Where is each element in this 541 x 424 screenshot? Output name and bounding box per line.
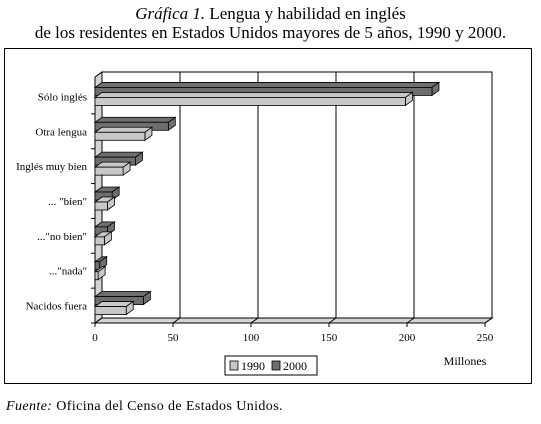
x-tick-label: 50 (168, 332, 180, 344)
legend: 1990 2000 (224, 355, 318, 376)
legend-swatch-1990 (229, 360, 239, 371)
category-label: ... "bien" (48, 196, 87, 208)
bar-1990 (93, 300, 135, 316)
bar-1990 (93, 91, 414, 107)
bar-2000 (93, 290, 152, 306)
bar-1990 (93, 196, 116, 211)
bar-top-face (93, 291, 152, 297)
legend-label-1990: 1990 (241, 359, 265, 373)
plot-floor (93, 317, 494, 324)
bar-1990 (93, 161, 132, 176)
floor-grid-diagonal (250, 317, 259, 324)
chart-title-block: Gráfica 1. Lengua y habilidad en inglés … (0, 4, 541, 42)
floor-grid-diagonal (406, 317, 415, 324)
bar-1990 (93, 126, 154, 142)
bar-2000 (93, 116, 177, 132)
legend-label-2000: 2000 (283, 359, 307, 373)
bar-top-face (93, 151, 144, 158)
chart-title-line1: Gráfica 1. Lengua y habilidad en inglés (0, 4, 541, 23)
x-axis-title: Millones (444, 354, 487, 368)
bar-1990 (93, 265, 107, 281)
chart-title-label: Gráfica 1. (135, 4, 206, 23)
bar-front-face (94, 201, 108, 211)
bar-front-face (94, 236, 105, 246)
plot-back-wall (101, 71, 493, 319)
bar-chart: 0 50 100 150 200 250 Sólo inglés Otra lengua Ing… (16, 71, 494, 376)
bar-front-face (94, 97, 406, 106)
chart-title-line2: de los residentes en Estados Unidos mayo… (34, 23, 507, 42)
x-tick-label: 150 (321, 332, 338, 344)
category-label: Sólo inglés (38, 91, 87, 103)
bar-top-face (93, 92, 414, 98)
x-tick-label: 250 (477, 332, 494, 344)
bar-front-face (94, 306, 127, 315)
floor-grid-diagonal (172, 317, 181, 324)
bar-top-face (93, 126, 154, 133)
legend-box (224, 355, 318, 376)
floor-grid-diagonal (328, 317, 337, 324)
bar-1990 (93, 231, 113, 246)
bar-top-face (93, 116, 177, 123)
bar-front-face (94, 271, 99, 281)
floor-grid-diagonal (94, 317, 103, 324)
x-tick-label: 100 (243, 332, 260, 344)
category-label: Inglés muy bien (16, 161, 87, 173)
x-tick-label: 200 (399, 332, 416, 344)
source-label: Fuente: (6, 399, 53, 414)
bar-front-face (94, 131, 146, 141)
category-label: Nacidos fuera (26, 301, 88, 313)
source-text: Oficina del Censo de Estados Unidos. (56, 399, 283, 414)
bar-top-face (93, 82, 441, 88)
category-label: ..."nada" (49, 266, 87, 278)
legend-swatch-2000 (271, 360, 281, 371)
floor-grid-diagonal (484, 317, 493, 324)
category-label: ..."no bien" (37, 231, 87, 243)
x-tick-label: 0 (92, 332, 98, 344)
source-note: Fuente: Oficina del Censo de Estados Uni… (6, 399, 283, 415)
category-label: Otra lengua (35, 126, 87, 138)
chart-title-text: Lengua y habilidad en inglés (209, 4, 406, 23)
bar-front-face (94, 166, 124, 176)
chart-frame: 0 50 100 150 200 250 Sólo inglés Otra lengua Ing… (4, 48, 532, 384)
